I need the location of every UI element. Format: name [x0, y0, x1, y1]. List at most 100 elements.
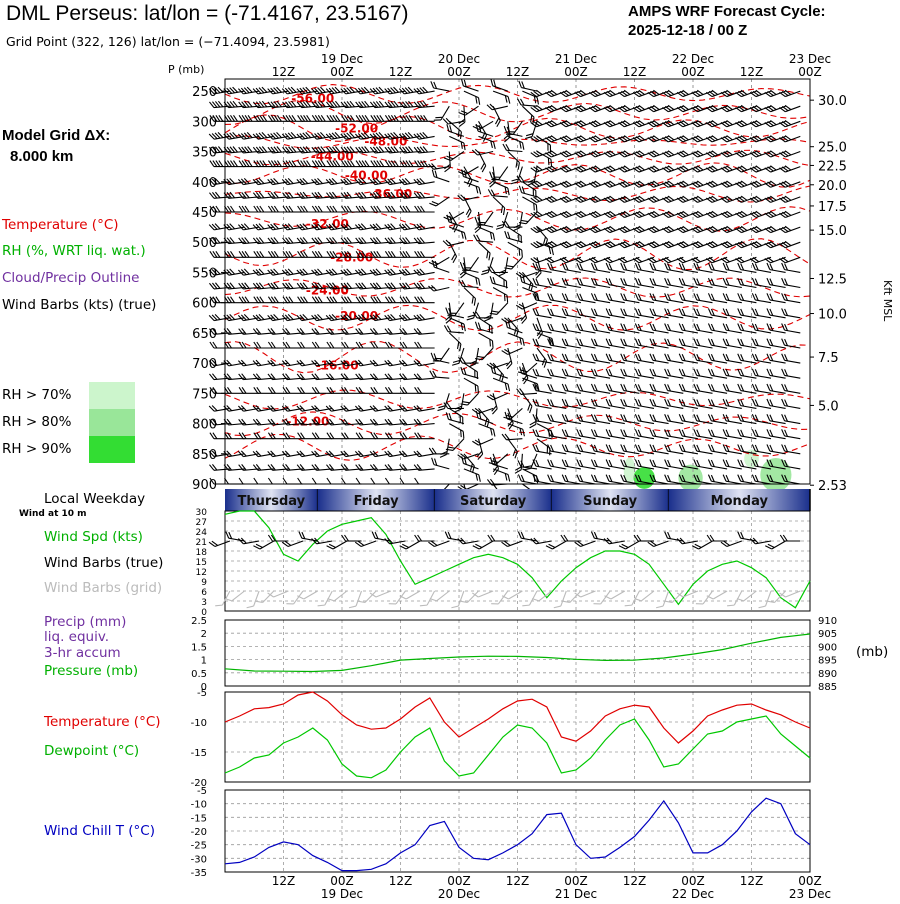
wind-barb: [444, 402, 464, 408]
wind-barb: [238, 221, 259, 230]
wind-barb: [370, 266, 391, 275]
y-tick-label: 12: [196, 568, 207, 578]
wind-barb: [414, 221, 435, 230]
top-hour-tick-label: 00Z: [330, 65, 354, 79]
altitude-tick-label: 7.5: [818, 351, 839, 366]
wind-barb: [781, 414, 802, 423]
wind-barb: [429, 161, 450, 170]
wind-barb: [370, 448, 391, 457]
wind-barb: [452, 346, 464, 367]
wind-barb: [517, 81, 538, 91]
wind-barb: [268, 85, 289, 94]
top-hour-tick-label: 00Z: [681, 65, 705, 79]
wind-barb: [414, 312, 435, 321]
wind-barb: [781, 324, 802, 333]
bottom-date-label: 22 Dec: [672, 887, 714, 900]
barb-flag: [356, 478, 360, 484]
wind-barb: [385, 402, 406, 411]
wind-barb: [474, 217, 495, 227]
top-hour-tick-label: 12Z: [389, 65, 413, 79]
wind-barb: [282, 176, 303, 185]
cross-section-panel: P (mb)Kft MSL250300350400450500550600650…: [168, 63, 894, 505]
wind-barb: [224, 357, 245, 366]
wind-barb: [499, 256, 508, 277]
wind-barb: [503, 126, 524, 136]
wind-barb: [489, 457, 510, 469]
top-date-label: 20 Dec: [438, 52, 480, 66]
wind-barb: [447, 227, 468, 239]
wind-barb: [355, 448, 376, 457]
wind-barb: [238, 85, 259, 94]
wind-barb: [781, 444, 802, 453]
wind-barb: [297, 357, 318, 366]
wind-barb: [415, 115, 435, 121]
isotherm-label: -40.00: [345, 169, 388, 183]
wind-barb: [238, 448, 259, 457]
top-date-label: 19 Dec: [321, 52, 363, 66]
wind-barb: [297, 402, 318, 411]
wind-barb: [238, 357, 259, 366]
wind-barb: [781, 399, 802, 408]
wind-barb: [297, 130, 318, 139]
wind-barb: [341, 266, 362, 275]
pressure-tick-label: 450: [192, 206, 217, 221]
weekday-label: Friday: [354, 494, 400, 509]
wind-barb: [370, 402, 391, 411]
pressure-tick-label: 900: [192, 478, 217, 493]
wind-barb: [355, 266, 376, 275]
wind-barb: [429, 448, 449, 454]
bottom-hour-tick-label: 12Z: [623, 874, 647, 888]
wind-barb: [341, 85, 362, 94]
bottom-hour-tick-label: 12Z: [272, 874, 296, 888]
wind-barb: [399, 312, 420, 321]
wind-barb: [238, 130, 259, 139]
bottom-date-label: 20 Dec: [438, 887, 480, 900]
bottom-hour-tick-label: 00Z: [330, 874, 354, 888]
wind-barb: [326, 402, 347, 411]
wind-barb: [445, 333, 464, 351]
wind-barb: [520, 91, 541, 104]
wind-barb: [312, 402, 333, 411]
wind-barb: [781, 369, 802, 378]
bottom-date-label: 19 Dec: [321, 887, 363, 900]
wind-barb: [268, 312, 289, 321]
wind-barb: [491, 91, 512, 103]
wind-barb: [268, 448, 289, 457]
wind-barb: [474, 242, 493, 260]
wind-barb: [370, 357, 391, 366]
wind-barb: [467, 301, 479, 322]
wind-barb: [502, 144, 522, 152]
wind-barb: [430, 458, 451, 469]
wind-barb: [518, 367, 539, 379]
wind-barb: [490, 288, 510, 303]
wind-barb: [489, 197, 508, 215]
wind-barb: [355, 402, 376, 411]
top-date-label: 22 Dec: [672, 52, 714, 66]
y-tick-label: 9: [201, 578, 207, 588]
wind-barb: [434, 103, 449, 123]
pressure-axis-title: P (mb): [168, 63, 204, 76]
barb-flag: [239, 478, 243, 484]
top-hour-tick-label: 00Z: [564, 65, 588, 79]
wind-barb: [415, 387, 435, 393]
wind-barb: [459, 262, 480, 272]
wind-barb: [385, 448, 406, 457]
wind-barb: [282, 357, 303, 366]
wind-barb: [513, 211, 522, 232]
wind-barb: [459, 101, 479, 117]
wind-barb: [268, 266, 289, 275]
wind-barb: [446, 424, 466, 439]
wind-barb: [781, 308, 802, 317]
wind-barb: [414, 266, 435, 275]
wind-barb: [781, 263, 802, 272]
wind-barb: [224, 221, 245, 230]
wind-barb: [462, 469, 483, 482]
wind-barb: [209, 100, 229, 108]
wind-barb: [430, 81, 451, 91]
weekday-label: Monday: [711, 494, 769, 509]
wind-barb: [297, 266, 318, 275]
wind-barb: [781, 293, 802, 302]
